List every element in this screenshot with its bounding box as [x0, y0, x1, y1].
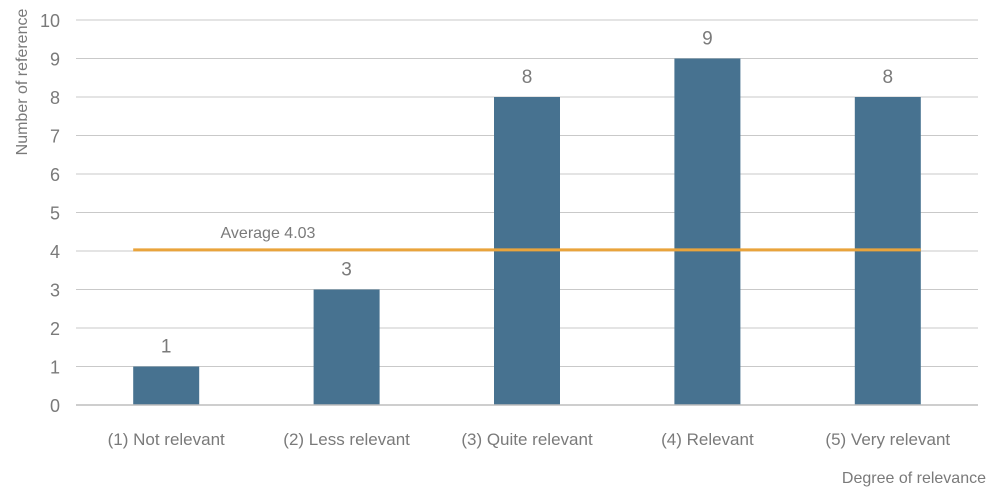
bar	[133, 366, 200, 405]
data-label: 8	[883, 67, 894, 88]
bar	[674, 58, 741, 405]
y-axis-ticks: 0 1 2 3 4 5 6 7 8 9 10	[40, 11, 60, 416]
category-label: (4) Relevant	[661, 430, 754, 449]
average-label: Average 4.03	[221, 225, 316, 242]
data-labels: 1 3 8 9 8	[161, 29, 893, 358]
y-tick-label: 8	[50, 88, 60, 108]
y-tick-label: 1	[50, 358, 60, 378]
y-tick-label: 6	[50, 165, 60, 185]
y-tick-label: 9	[50, 50, 60, 70]
data-label: 1	[161, 337, 172, 358]
y-tick-label: 4	[50, 242, 60, 262]
category-labels: (1) Not relevant (2) Less relevant (3) Qui…	[108, 430, 951, 449]
y-tick-label: 5	[50, 204, 60, 224]
data-label: 9	[702, 29, 713, 50]
category-label: (3) Quite relevant	[461, 430, 593, 449]
data-label: 3	[341, 260, 352, 281]
y-tick-label: 0	[50, 396, 60, 416]
y-axis-title: Number of reference	[14, 9, 31, 156]
bar	[313, 289, 380, 405]
y-tick-label: 7	[50, 127, 60, 147]
y-tick-label: 3	[50, 281, 60, 301]
x-axis-title: Degree of relevance	[842, 470, 986, 487]
y-tick-label: 10	[40, 11, 60, 31]
category-label: (2) Less relevant	[283, 430, 410, 449]
y-tick-label: 2	[50, 319, 60, 339]
category-label: (1) Not relevant	[108, 430, 225, 449]
category-label: (5) Very relevant	[825, 430, 950, 449]
data-label: 8	[522, 67, 533, 88]
